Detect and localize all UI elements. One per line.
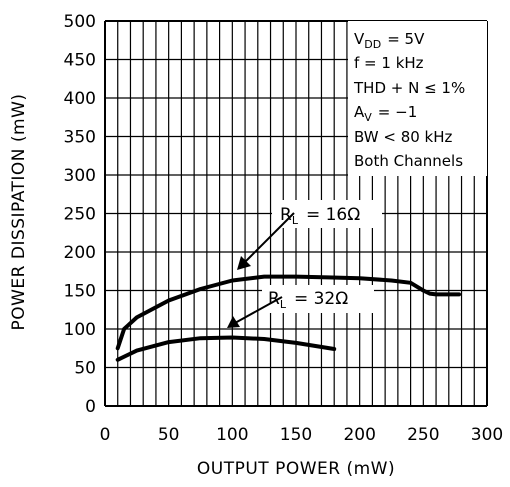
y-tick-label: 200 <box>64 243 96 263</box>
arrow-32-head <box>227 316 240 328</box>
arrow-16-head <box>237 256 251 270</box>
y-tick-label: 50 <box>74 359 96 379</box>
x-tick-label: 0 <box>100 425 111 445</box>
x-tick-label: 300 <box>471 425 503 445</box>
x-axis-title: OUTPUT POWER (mW) <box>197 459 395 479</box>
series-rl-32-label: RL = 32Ω <box>268 289 348 311</box>
condition-gain: AV = −1 <box>354 103 417 124</box>
label-32-background <box>262 285 374 313</box>
x-tick-label: 150 <box>280 425 312 445</box>
condition-bandwidth: BW < 80 kHz <box>354 128 453 146</box>
series-rl-32-line <box>115 335 337 362</box>
y-axis-title: POWER DISSIPATION (mW) <box>9 93 29 330</box>
y-tick-label: 350 <box>64 128 96 148</box>
y-tick-label: 400 <box>64 89 96 109</box>
x-tick-label: 250 <box>407 425 439 445</box>
y-tick-label: 300 <box>64 166 96 186</box>
x-tick-label: 50 <box>158 425 180 445</box>
arrow-32-shaft <box>234 296 283 324</box>
y-tick-label: 500 <box>64 12 96 32</box>
x-tick-label: 100 <box>216 425 248 445</box>
y-tick-label: 150 <box>64 282 96 302</box>
condition-vdd: VDD = 5V <box>354 30 425 51</box>
condition-frequency: f = 1 kHz <box>354 54 424 72</box>
series-rl-16-line <box>115 274 461 351</box>
x-tick-labels: 0 50 100 150 200 250 300 <box>100 425 504 445</box>
y-tick-label: 250 <box>64 205 96 225</box>
y-tick-label: 100 <box>64 320 96 340</box>
y-tick-label: 450 <box>64 51 96 71</box>
label-16-background <box>272 200 382 228</box>
arrow-16-shaft <box>244 212 295 263</box>
y-tick-label: 0 <box>85 397 96 417</box>
y-tick-labels: 0 50 100 150 200 250 300 350 400 450 500 <box>64 12 96 417</box>
x-tick-label: 200 <box>343 425 375 445</box>
condition-thd: THD + N ≤ 1% <box>353 79 465 97</box>
conditions-box <box>348 21 487 176</box>
condition-channels: Both Channels <box>354 152 463 170</box>
series-rl-16-label: RL = 16Ω <box>280 205 360 227</box>
